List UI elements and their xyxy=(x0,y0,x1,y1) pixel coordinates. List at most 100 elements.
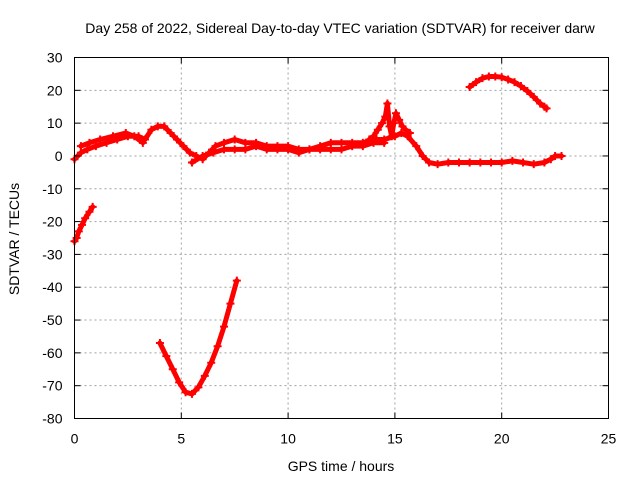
chart-title: Day 258 of 2022, Sidereal Day-to-day VTE… xyxy=(85,20,595,36)
data-point-marker xyxy=(326,145,335,154)
data-point-marker xyxy=(508,156,517,165)
data-point-marker xyxy=(198,151,207,160)
data-point-marker xyxy=(412,142,421,151)
data-point-marker xyxy=(220,145,229,154)
x-tick-label: 5 xyxy=(177,431,185,447)
data-point-marker xyxy=(207,358,216,367)
data-point-marker xyxy=(418,151,427,160)
data-point-marker xyxy=(194,383,203,392)
plot-border xyxy=(74,57,609,419)
data-point-marker xyxy=(465,83,474,92)
data-point-marker xyxy=(232,276,241,285)
data-point-marker xyxy=(536,99,545,108)
x-tick-label: 20 xyxy=(494,431,510,447)
data-point-marker xyxy=(395,115,404,124)
y-tick-label: 0 xyxy=(55,148,63,164)
data-point-marker xyxy=(510,78,519,87)
data-point-marker xyxy=(162,352,171,361)
data-point-marker xyxy=(557,151,566,160)
y-tick-label: -40 xyxy=(42,279,62,295)
data-point-marker xyxy=(166,128,175,137)
data-point-marker xyxy=(472,78,481,87)
data-point-marker xyxy=(373,125,382,134)
data-point-marker xyxy=(405,128,414,137)
data-point-marker xyxy=(519,158,528,167)
data-point-marker xyxy=(529,160,538,169)
y-tick-label: -80 xyxy=(42,411,62,427)
data-point-marker xyxy=(529,92,538,101)
data-point-marker xyxy=(185,148,194,157)
y-tick-label: -70 xyxy=(42,378,62,394)
data-point-marker xyxy=(155,339,164,348)
x-tick-label: 0 xyxy=(71,431,79,447)
series-upper-noise-trace xyxy=(76,128,147,151)
data-point-marker xyxy=(433,160,442,169)
data-point-marker xyxy=(213,342,222,351)
data-point-marker xyxy=(77,220,86,229)
data-point-marker xyxy=(230,145,239,154)
x-axis-title: GPS time / hours xyxy=(288,458,395,474)
data-point-marker xyxy=(401,125,410,134)
y-tick-label: -10 xyxy=(42,181,62,197)
series-layer xyxy=(70,72,566,398)
data-point-marker xyxy=(88,202,97,211)
y-tick-label: -20 xyxy=(42,214,62,230)
series-spike-trace xyxy=(365,99,414,144)
data-point-marker xyxy=(378,119,387,128)
data-point-marker xyxy=(85,207,94,216)
data-point-marker xyxy=(209,148,218,157)
data-point-marker xyxy=(381,112,390,121)
data-point-marker xyxy=(252,142,261,151)
data-point-marker xyxy=(262,145,271,154)
x-tick-label: 25 xyxy=(601,431,617,447)
data-point-marker xyxy=(497,73,506,82)
data-point-marker xyxy=(337,145,346,154)
data-point-marker xyxy=(187,389,196,398)
data-point-marker xyxy=(96,135,105,144)
data-point-marker xyxy=(389,119,398,128)
data-point-marker xyxy=(523,86,532,95)
data-point-marker xyxy=(187,158,196,167)
data-point-marker xyxy=(91,142,100,151)
data-point-marker xyxy=(465,158,474,167)
data-point-marker xyxy=(497,158,506,167)
data-point-marker xyxy=(200,371,209,380)
data-point-marker xyxy=(540,158,549,167)
x-tick-label: 15 xyxy=(387,431,403,447)
data-point-marker xyxy=(211,142,220,151)
data-point-marker xyxy=(387,132,396,141)
tick-layer: 0 5 10 15 20 25 -80 -70 -60 -50 -40 -30 -20 -10 0 10 20 3… xyxy=(42,50,616,447)
y-tick-label: 30 xyxy=(47,50,63,66)
series-evening-arc xyxy=(465,72,551,113)
data-point-marker xyxy=(168,365,177,374)
data-point-marker xyxy=(130,132,139,141)
y-tick-label: -60 xyxy=(42,345,62,361)
data-point-marker xyxy=(516,82,525,91)
data-point-marker xyxy=(76,142,85,151)
data-point-marker xyxy=(121,128,130,137)
data-point-marker xyxy=(504,75,513,84)
y-tick-label: 10 xyxy=(47,115,63,131)
data-point-marker xyxy=(476,158,485,167)
data-point-marker xyxy=(425,158,434,167)
y-axis-title: SDTVAR / TECUs xyxy=(6,183,22,295)
data-point-marker xyxy=(478,74,487,83)
data-point-marker xyxy=(175,378,184,387)
data-point-marker xyxy=(542,104,551,113)
data-point-marker xyxy=(385,122,394,131)
series-main-trace xyxy=(70,122,566,169)
data-point-marker xyxy=(160,122,169,131)
data-point-marker xyxy=(85,138,94,147)
data-point-marker xyxy=(391,109,400,118)
data-point-marker xyxy=(72,234,81,242)
data-point-marker xyxy=(181,388,190,397)
data-point-marker xyxy=(444,158,453,167)
data-point-marker xyxy=(108,132,117,141)
data-point-marker xyxy=(369,132,378,141)
data-point-marker xyxy=(173,135,182,144)
series-lower-trace xyxy=(187,138,389,167)
grid-layer xyxy=(74,57,609,419)
data-point-marker xyxy=(230,135,239,144)
y-tick-label: -50 xyxy=(42,312,62,328)
